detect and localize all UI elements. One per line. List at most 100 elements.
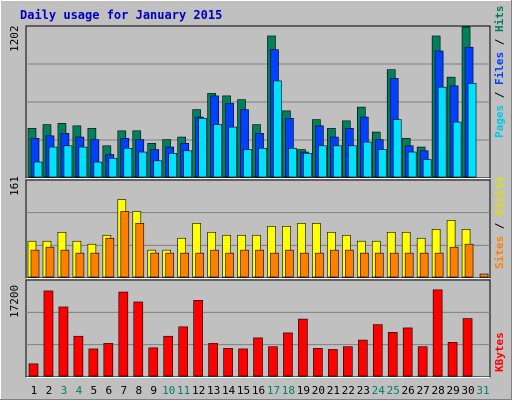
sites-bar: [374, 252, 384, 278]
pages-bar: [228, 126, 237, 178]
kbytes-bar: [73, 335, 84, 377]
day-label: 16: [252, 384, 265, 397]
pages-bar: [288, 147, 297, 178]
bars: [27, 26, 489, 377]
sites-bar: [45, 246, 55, 278]
pages-bar: [377, 149, 387, 178]
sites-bar: [165, 252, 175, 278]
sites-bar: [464, 243, 474, 278]
kbytes-bar: [223, 348, 233, 377]
day-label: 24: [372, 384, 386, 397]
pages-bar: [318, 145, 327, 178]
day-label: 1: [31, 384, 38, 397]
kbytes-bar: [313, 348, 323, 377]
kbytes-bar: [133, 301, 144, 377]
day-label: 17: [267, 384, 280, 397]
day-label: 9: [150, 384, 157, 397]
pages-bar: [422, 159, 432, 178]
pages-bar: [407, 151, 417, 178]
kbytes-bar: [118, 291, 129, 377]
sites-bar: [225, 252, 234, 278]
legend-sep-2: /: [493, 32, 506, 52]
pages-bar: [467, 83, 477, 178]
kbytes-bar: [268, 346, 278, 377]
sites-bar: [90, 252, 100, 278]
pages-bar: [78, 146, 88, 178]
day-label: 27: [417, 384, 430, 397]
pages-bar: [362, 141, 372, 178]
sites-bar: [195, 252, 204, 278]
pages-bar: [108, 157, 118, 178]
day-label: 14: [222, 384, 236, 397]
svg-text:Pages / Files / Hits: Pages / Files / Hits: [493, 6, 506, 139]
sites-bar: [135, 223, 145, 278]
kbytes-bar: [193, 300, 203, 377]
pages-bar: [333, 145, 342, 178]
sites-bar: [315, 252, 324, 278]
pages-bar: [258, 147, 267, 178]
kbytes-bar: [372, 324, 383, 377]
pages-bar: [273, 80, 282, 178]
day-label: 21: [327, 384, 340, 397]
pages-bar: [48, 146, 58, 178]
day-label: 29: [446, 384, 459, 397]
kbytes-bar: [402, 327, 413, 377]
day-label: 12: [192, 384, 205, 397]
day-label: 18: [282, 384, 295, 397]
mid-max-label: 161: [8, 176, 21, 196]
mid-legend: Sites / Visits: [493, 176, 506, 269]
sites-bar: [105, 237, 115, 278]
pages-bar: [138, 151, 148, 178]
day-label: 30: [461, 384, 474, 397]
pages-bar: [183, 150, 192, 178]
kbytes-bar: [253, 337, 263, 377]
sites-bar: [60, 249, 70, 278]
x-axis-labels: 1 2 3 4 5 6 7 8 9 10 11 12 13 14 15 16 17 18 19 20 21 22 23 24 2…: [31, 384, 490, 397]
day-label: 13: [207, 384, 220, 397]
day-label: 7: [120, 384, 127, 397]
day-label: 11: [177, 384, 190, 397]
day-label: 25: [387, 384, 400, 397]
pages-bar: [348, 145, 357, 178]
day-label: 8: [135, 384, 142, 397]
sites-bar: [30, 249, 40, 278]
bottom-legend: KBytes: [493, 332, 506, 372]
legend-sep-3: /: [493, 216, 506, 236]
kbytes-bar: [283, 332, 293, 377]
kbytes-bar: [387, 332, 398, 377]
top-max-label: 1202: [8, 26, 21, 53]
pages-bar: [33, 161, 43, 178]
pages-bar: [123, 147, 133, 178]
sites-bar: [330, 249, 339, 278]
sites-bar: [419, 252, 429, 278]
day-label: 19: [297, 384, 310, 397]
pages-bar: [168, 152, 178, 178]
sites-bar: [449, 246, 459, 278]
sites-bar: [180, 252, 189, 278]
kbytes-bar: [58, 306, 69, 377]
legend-files: Files: [493, 52, 506, 85]
sites-bar: [404, 252, 414, 278]
day-label: 31: [476, 384, 489, 397]
kbytes-bar: [238, 348, 248, 377]
legend-hits: Hits: [493, 6, 506, 33]
top-legend: Pages / Files / Hits: [493, 6, 506, 139]
day-label: 22: [342, 384, 355, 397]
pages-bar: [452, 121, 462, 178]
kbytes-bar: [208, 343, 218, 377]
svg-text:Sites / Visits: Sites / Visits: [493, 176, 506, 269]
kbytes-bar: [178, 326, 188, 377]
pages-bar: [392, 119, 402, 178]
kbytes-bar: [447, 342, 458, 377]
sites-bar: [270, 252, 279, 278]
sites-bar: [345, 249, 354, 278]
pages-bar: [243, 149, 252, 178]
day-label: 28: [431, 384, 444, 397]
legend-pages: Pages: [493, 105, 506, 138]
pages-bar: [303, 152, 312, 178]
sites-bar: [389, 252, 399, 278]
panel-frames: [25, 25, 491, 378]
legend-kbytes: KBytes: [493, 332, 506, 372]
kbytes-bar: [103, 343, 114, 377]
day-label: 10: [162, 384, 175, 397]
